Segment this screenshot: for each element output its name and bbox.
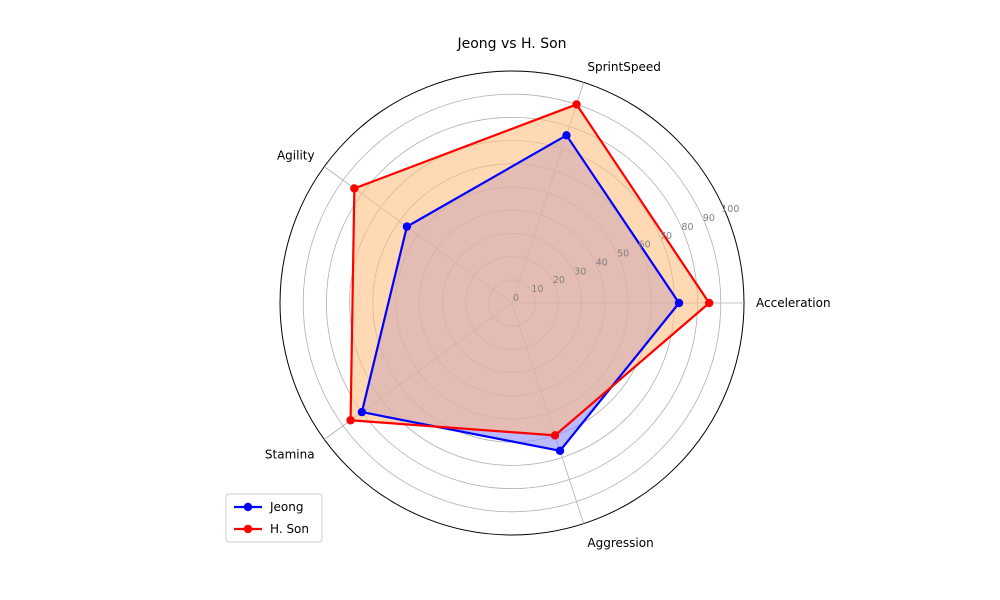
chart-title: Jeong vs H. Son: [456, 36, 566, 52]
series-0-point-aggression: [555, 446, 565, 456]
tick-label-30: 30: [574, 266, 586, 277]
radial-tick-labels: 0 10 20 30 40 50 60 70 80 90 100: [513, 204, 739, 304]
series-line-0: [360, 134, 681, 452]
legend-label-1: H. Son: [270, 522, 309, 536]
series-1-point-stamina: [346, 416, 355, 425]
tick-label-0: 0: [513, 293, 519, 304]
legend-marker-0: [243, 502, 253, 512]
series-0-point-sprintspeed: [562, 131, 571, 140]
series-fills: [350, 104, 710, 451]
tick-label-90: 90: [703, 213, 715, 224]
legend: Jeong H. Son: [225, 493, 323, 543]
tick-label-10: 10: [531, 284, 543, 295]
axis-label-agility: Agility: [277, 149, 315, 163]
axis-label-acceleration: Acceleration: [756, 296, 831, 310]
series-line-1: [349, 103, 711, 437]
axis-label-sprintspeed: SprintSpeed: [587, 60, 660, 74]
tick-label-20: 20: [553, 275, 565, 286]
series-0-point-agility: [402, 222, 412, 231]
axis-labels: Acceleration SprintSpeed Agility Stamina Agg…: [265, 60, 831, 550]
series-1-point-aggression: [550, 431, 560, 440]
series-1-point-sprintspeed: [572, 100, 581, 109]
legend-label-0: Jeong: [269, 500, 304, 514]
series-lines: [346, 100, 714, 456]
tick-label-80: 80: [681, 222, 693, 233]
series-1-point-acceleration: [705, 298, 714, 308]
axis-label-aggression: Aggression: [587, 536, 653, 550]
series-1-point-agility: [350, 184, 359, 193]
tick-label-100: 100: [721, 204, 739, 215]
legend-marker-1: [243, 524, 253, 534]
tick-label-60: 60: [639, 240, 651, 251]
tick-label-50: 50: [617, 249, 629, 260]
tick-label-70: 70: [660, 231, 672, 242]
series-0-point-acceleration: [674, 298, 684, 308]
axis-label-stamina: Stamina: [265, 447, 315, 461]
series-fill-1: [350, 104, 710, 436]
tick-label-40: 40: [596, 257, 608, 268]
series-0-point-stamina: [357, 407, 367, 417]
